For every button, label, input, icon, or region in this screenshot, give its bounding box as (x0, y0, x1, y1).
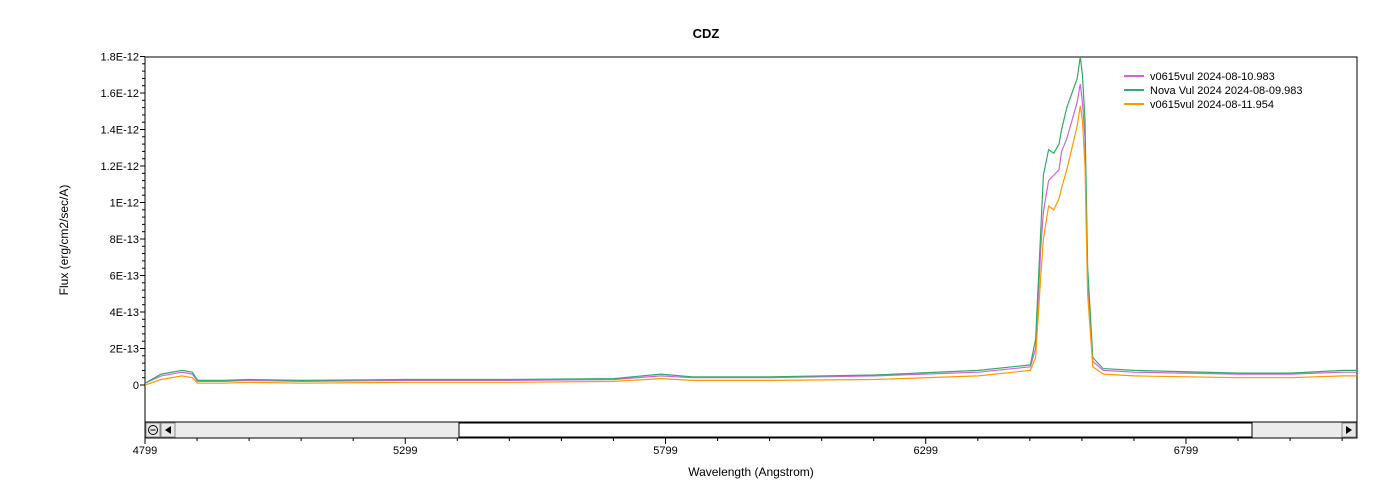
series-layer (145, 57, 1357, 386)
legend: v0615vul 2024-08-10.983 Nova Vul 2024 202… (1124, 71, 1303, 111)
y-tick-label: 6E-13 (110, 271, 139, 283)
y-tick-label: 2E-13 (110, 344, 139, 356)
y-tick-label: 0 (133, 380, 139, 392)
zoom-reset-button[interactable] (145, 422, 161, 438)
series-line-3 (145, 105, 1357, 386)
x-tick-label: 6299 (914, 445, 938, 457)
y-tick-label: 1.6E-12 (100, 88, 139, 100)
x-tick-label: 5299 (393, 445, 417, 457)
scroll-left-button[interactable] (160, 422, 176, 438)
y-axis: 0 2E-13 4E-13 6E-13 8E-13 1E-12 1.2E-12 1.4E-12… (100, 52, 145, 392)
y-tick-label: 1E-12 (110, 198, 139, 210)
scroll-track-left[interactable] (176, 423, 459, 437)
scroll-thumb[interactable] (458, 422, 1253, 438)
chart-title: CDZ (693, 26, 720, 41)
legend-label-3: v0615vul 2024-08-11.954 (1150, 99, 1274, 111)
x-tick-label: 6799 (1174, 445, 1198, 457)
horizontal-scrollbar[interactable] (144, 421, 1358, 439)
x-tick-label: 4799 (133, 445, 157, 457)
y-tick-label: 8E-13 (110, 234, 139, 246)
scroll-track-right[interactable] (1253, 423, 1341, 437)
scroll-right-button[interactable] (1341, 422, 1357, 438)
y-axis-label: Flux (erg/cm2/sec/A) (57, 185, 71, 296)
x-axis: 4799 5299 5799 6299 6799 (133, 437, 1357, 457)
y-tick-label: 1.4E-12 (100, 125, 139, 137)
series-line-2 (145, 57, 1357, 384)
y-tick-label: 4E-13 (110, 307, 139, 319)
y-tick-label: 1.8E-12 (100, 52, 139, 64)
y-tick-label: 1.2E-12 (100, 161, 139, 173)
x-axis-label: Wavelength (Angstrom) (688, 465, 814, 479)
legend-label-2: Nova Vul 2024 2024-08-09.983 (1150, 85, 1303, 97)
legend-label-1: v0615vul 2024-08-10.983 (1150, 71, 1275, 83)
plot-frame (144, 56, 1358, 423)
x-tick-label: 5799 (653, 445, 677, 457)
